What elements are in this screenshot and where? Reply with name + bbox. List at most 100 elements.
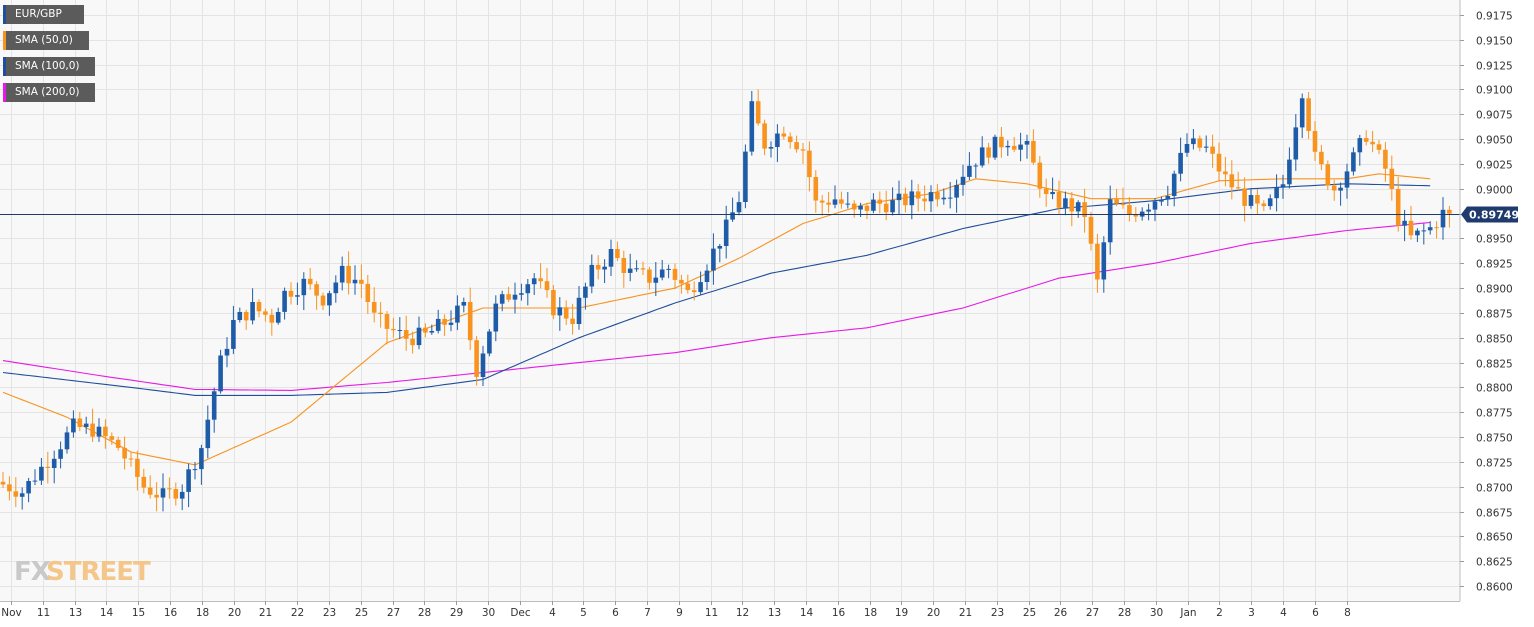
candle-body: [883, 203, 889, 213]
candle-body: [615, 249, 620, 258]
candle-body: [263, 311, 268, 315]
x-tick-label: Dec: [510, 607, 531, 619]
x-tick-label: 26: [1054, 607, 1068, 619]
candle-body: [499, 294, 505, 304]
candle-body: [1235, 187, 1241, 189]
candle-body: [1101, 242, 1107, 280]
candle-body: [858, 205, 863, 210]
candle-body: [832, 199, 838, 205]
candle-body: [768, 147, 774, 149]
x-tick-label: 30: [1150, 607, 1163, 619]
candle-body: [634, 268, 639, 270]
candle-body: [135, 458, 140, 477]
candle-body: [1191, 138, 1196, 145]
x-tick-label: 11: [705, 607, 718, 619]
candle-body: [1159, 199, 1164, 202]
candle-body: [487, 331, 492, 354]
legend-item-eurgbp[interactable]: EUR/GBP: [3, 5, 84, 24]
x-tick-label: 27: [387, 607, 400, 619]
candle-body: [1050, 192, 1055, 195]
x-tick-label: 4: [1280, 607, 1287, 619]
legend-swatch-sma100: [3, 57, 6, 76]
y-tick-label: 0.9025: [1476, 160, 1513, 172]
candle-body: [992, 136, 998, 158]
candle-body: [39, 466, 44, 481]
candle-body: [231, 320, 236, 349]
candle-body: [1357, 138, 1363, 153]
legend-item-sma50[interactable]: SMA (50,0): [3, 31, 89, 50]
candle-body: [461, 302, 467, 306]
x-tick-label: 12: [736, 607, 749, 619]
candle-body: [1146, 209, 1151, 212]
candle-body: [384, 314, 390, 329]
candle-body: [954, 185, 959, 198]
candle-body: [717, 246, 723, 249]
legend-label-sma100: SMA (100,0): [15, 60, 80, 72]
candle-body: [288, 290, 294, 297]
candle-body: [781, 133, 787, 137]
candle-body: [71, 418, 76, 433]
candle-body: [1088, 216, 1094, 244]
x-tick-label: 7: [644, 607, 651, 619]
candle-body: [352, 279, 358, 284]
candle-body: [141, 476, 147, 488]
candle-body: [794, 142, 799, 150]
candle-body: [909, 191, 915, 206]
candle-body: [346, 265, 351, 284]
x-tick-label: 22: [291, 607, 304, 619]
legend-item-sma100[interactable]: SMA (100,0): [3, 57, 95, 76]
y-tick-label: 0.8700: [1476, 483, 1513, 495]
candle-body: [557, 307, 563, 316]
x-tick-label: 21: [959, 607, 972, 619]
candle-body: [1248, 195, 1254, 206]
candle-body: [1203, 146, 1209, 148]
candle-body: [755, 101, 761, 124]
candle-body: [941, 197, 947, 200]
y-tick-label: 0.8825: [1476, 359, 1513, 371]
x-tick-label: 14: [100, 607, 114, 619]
candle-body: [128, 458, 134, 460]
candle-body: [371, 302, 377, 313]
candle-body: [1344, 171, 1350, 188]
candle-body: [967, 165, 972, 177]
candle-body: [602, 266, 607, 270]
sma50-line: [2, 173, 1431, 466]
x-tick-label: 25: [355, 607, 368, 619]
y-tick-label: 0.9125: [1476, 61, 1513, 73]
candle-body: [423, 327, 428, 333]
legend-label-eurgbp: EUR/GBP: [15, 8, 62, 20]
candle-body: [32, 480, 38, 482]
x-tick-label: Jan: [1179, 607, 1196, 619]
y-tick-label: 0.9150: [1476, 36, 1513, 48]
candle-body: [1063, 198, 1068, 208]
candle-body: [320, 295, 326, 306]
y-tick-label: 0.8925: [1476, 259, 1513, 271]
candle-body: [1223, 171, 1228, 175]
candle-body: [506, 294, 511, 300]
candle-body: [979, 147, 985, 166]
x-tick-label: 21: [259, 607, 272, 619]
candle-body: [947, 197, 953, 199]
candle-body: [1024, 141, 1030, 145]
sma-layer: [2, 173, 1431, 466]
candle-body: [1197, 138, 1203, 148]
x-tick-label: 16: [164, 607, 178, 619]
candle-body: [147, 487, 153, 495]
candle-body: [896, 193, 902, 201]
candle-body: [1389, 168, 1395, 189]
candle-body: [365, 283, 371, 302]
candle-body: [640, 268, 646, 270]
candle-body: [1363, 138, 1369, 142]
candle-body: [621, 258, 627, 273]
candle-body: [154, 494, 159, 498]
candle-body: [871, 199, 876, 211]
candle-body: [0, 481, 6, 485]
candle-body: [1031, 141, 1036, 163]
candle-body: [167, 488, 172, 490]
x-tick-label: Nov: [1, 607, 22, 619]
candle-body: [839, 199, 844, 204]
y-axis: 0.8600 0.8625 0.8650 0.8675 0.8700 0.8725 0.87…: [1459, 0, 1513, 601]
legend-item-sma200[interactable]: SMA (200,0): [3, 83, 95, 102]
candle-body: [800, 149, 806, 151]
